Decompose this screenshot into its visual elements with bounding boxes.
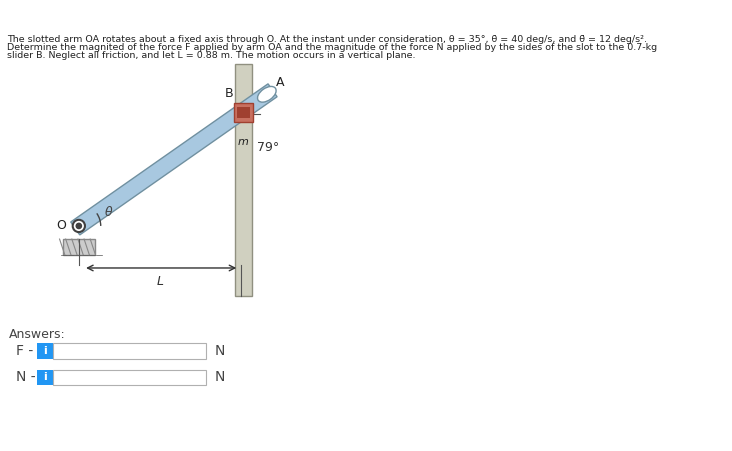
Text: m: m — [237, 137, 248, 147]
Text: F -: F - — [16, 344, 33, 358]
Bar — [236, 107, 250, 118]
Text: i: i — [42, 346, 47, 356]
Circle shape — [72, 220, 85, 232]
Text: O: O — [56, 220, 67, 232]
Text: θ: θ — [105, 206, 113, 219]
Text: i: i — [42, 373, 47, 382]
FancyBboxPatch shape — [37, 343, 53, 359]
Text: 79°: 79° — [257, 141, 279, 154]
Text: L: L — [157, 275, 163, 288]
Text: B: B — [224, 87, 233, 100]
Circle shape — [76, 223, 81, 229]
Bar — [234, 103, 253, 122]
Text: N: N — [214, 370, 225, 384]
Text: N: N — [214, 344, 225, 358]
Polygon shape — [71, 84, 277, 235]
Text: Answers:: Answers: — [9, 328, 65, 341]
Bar — [63, 239, 94, 255]
FancyBboxPatch shape — [53, 343, 206, 359]
Text: N -: N - — [16, 370, 35, 384]
FancyBboxPatch shape — [37, 369, 53, 385]
Text: slider B. Neglect all friction, and let L = 0.88 m. The motion occurs in a verti: slider B. Neglect all friction, and let … — [7, 51, 416, 60]
Text: Determine the magnited of the force F applied by arm OA and the magnitude of the: Determine the magnited of the force F ap… — [7, 43, 657, 52]
Bar — [235, 64, 253, 296]
Ellipse shape — [258, 87, 276, 102]
FancyBboxPatch shape — [53, 369, 206, 385]
Text: The slotted arm OA rotates about a fixed axis through O. At the instant under co: The slotted arm OA rotates about a fixed… — [7, 35, 647, 44]
Text: A: A — [275, 76, 284, 89]
